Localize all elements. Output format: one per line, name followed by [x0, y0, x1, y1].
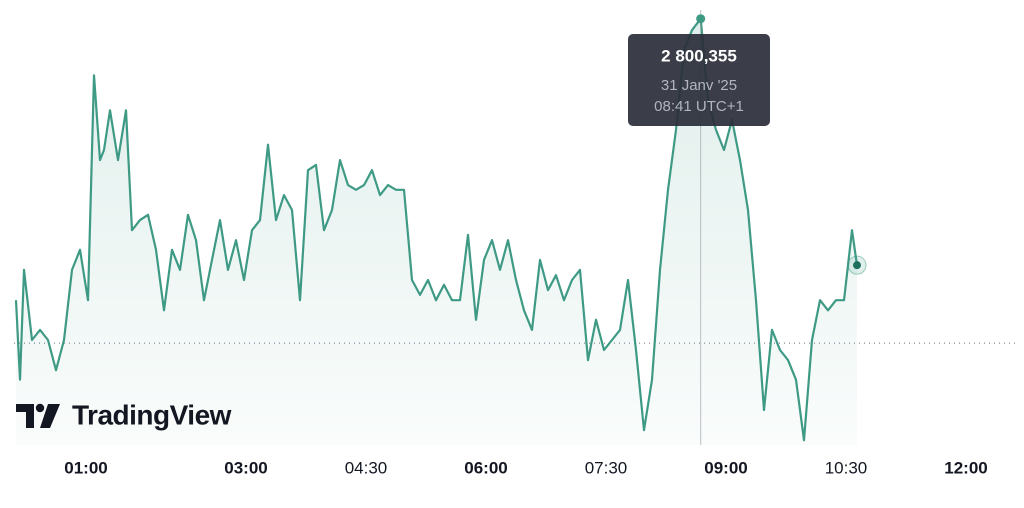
- watermark: TradingView: [72, 399, 232, 430]
- x-tick-label: 12:00: [944, 458, 987, 477]
- x-tick-label: 01:00: [64, 458, 107, 477]
- logo-icon: [35, 403, 45, 413]
- crosshair-point: [696, 14, 706, 24]
- last-point: [853, 261, 861, 270]
- x-tick-label: 04:30: [345, 458, 388, 477]
- logo-icon: [40, 404, 60, 428]
- logo: TradingView: [16, 399, 232, 430]
- tooltip-date: 31 Janv '25: [661, 77, 737, 94]
- x-tick-label: 10:30: [825, 458, 868, 477]
- logo-icon: [16, 404, 34, 428]
- tooltip-value: 2 800,355: [661, 46, 737, 65]
- area: [16, 18, 857, 445]
- plot-area: [14, 10, 1018, 445]
- tooltip: 2 800,355 31 Janv '25 08:41 UTC+1: [628, 34, 770, 126]
- x-tick-label: 09:00: [704, 458, 747, 477]
- x-tick-label: 07:30: [585, 458, 628, 477]
- x-tick-label: 06:00: [464, 458, 507, 477]
- tooltip-box: [628, 34, 770, 126]
- line: [14, 17, 859, 442]
- tooltip-time: 08:41 UTC+1: [654, 98, 744, 115]
- x-tick-label: 03:00: [224, 458, 267, 477]
